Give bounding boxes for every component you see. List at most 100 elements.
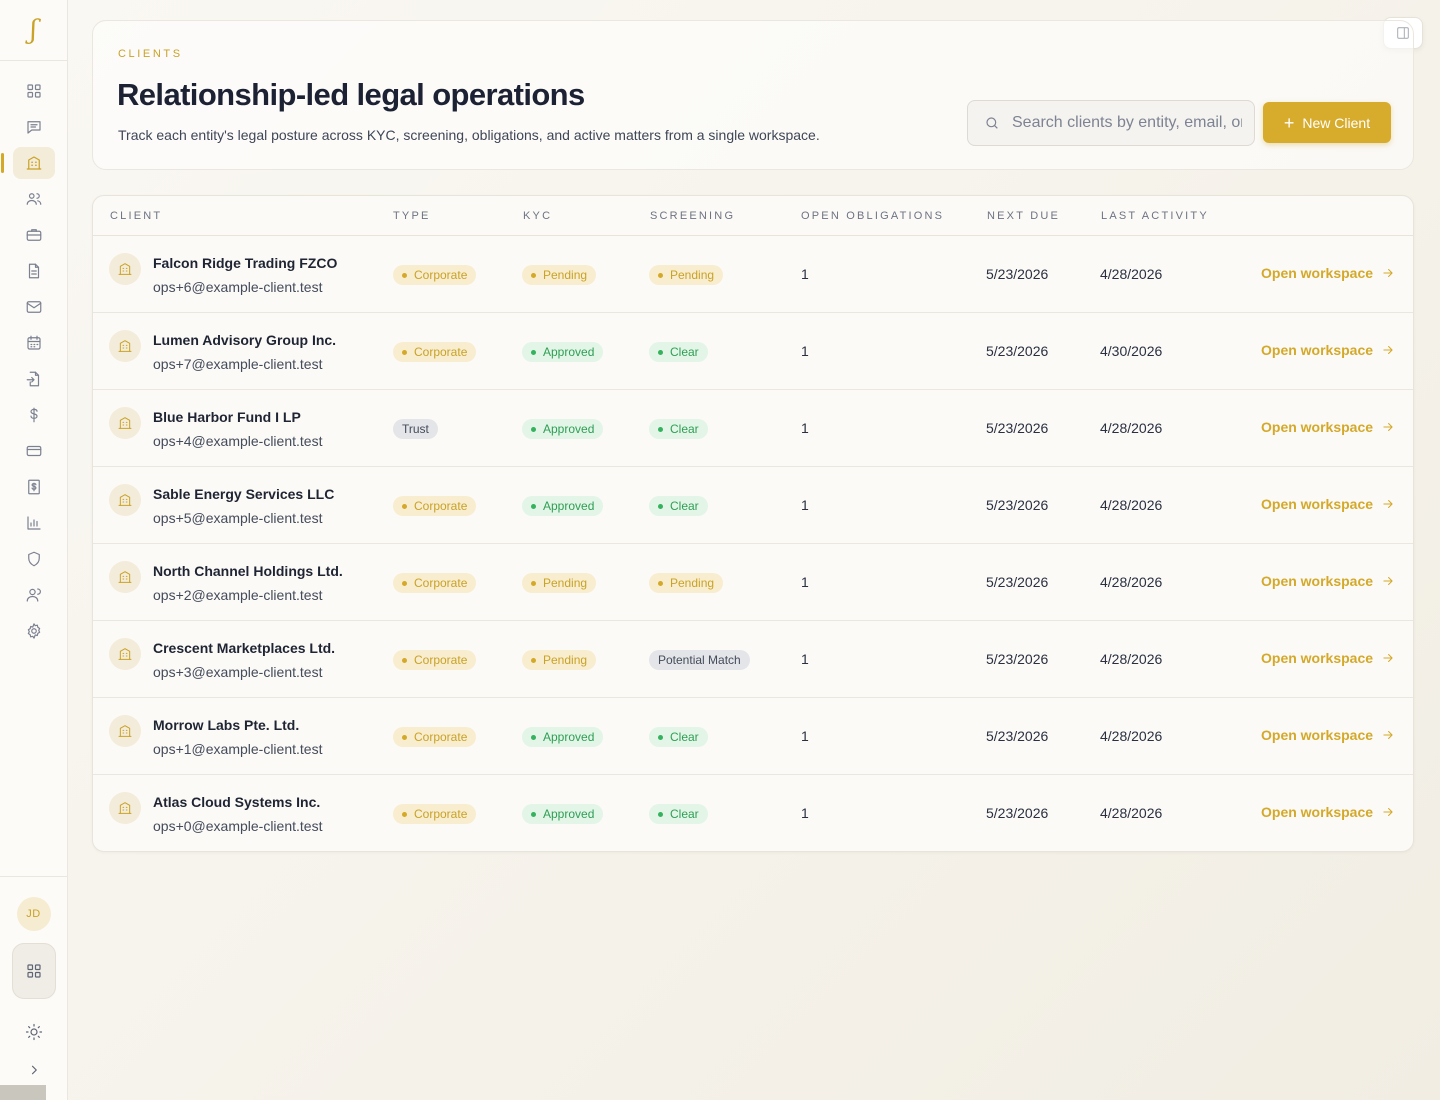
sun-icon (25, 1023, 42, 1041)
arrow-right-icon (1383, 807, 1393, 817)
table-row[interactable]: North Channel Holdings Ltd. ops+2@exampl… (93, 544, 1413, 621)
type-badge: Trust (393, 419, 438, 439)
sidebar-footer: JD (0, 876, 67, 1085)
client-name[interactable]: Crescent Marketplaces Ltd. (153, 640, 336, 656)
open-workspace-link[interactable]: Open workspace (1261, 727, 1395, 743)
briefcase-icon (26, 229, 42, 241)
building-icon (26, 156, 42, 170)
type-badge: Corporate (393, 573, 477, 593)
new-client-button[interactable]: + New Client (1263, 102, 1391, 143)
client-name[interactable]: Lumen Advisory Group Inc. (153, 332, 337, 348)
open-workspace-link[interactable]: Open workspace (1261, 342, 1395, 358)
client-email: ops+3@example-client.test (153, 664, 323, 680)
nav-calendar[interactable] (13, 327, 55, 359)
open-workspace-link[interactable]: Open workspace (1261, 419, 1395, 435)
expand-sidebar-button[interactable] (14, 1055, 54, 1085)
next-due-date: 5/23/2026 (986, 574, 1049, 590)
sidebar-nav (0, 61, 67, 647)
client-email: ops+0@example-client.test (153, 818, 323, 834)
next-due-date: 5/23/2026 (986, 497, 1049, 513)
open-workspace-label: Open workspace (1261, 650, 1374, 666)
open-obligations-count: 1 (801, 343, 809, 359)
nav-documents[interactable] (13, 255, 55, 287)
column-kyc[interactable]: KYC (523, 210, 553, 222)
nav-settings[interactable] (13, 615, 55, 647)
nav-payments[interactable] (13, 435, 55, 467)
open-workspace-link[interactable]: Open workspace (1261, 496, 1395, 512)
nav-mail[interactable] (13, 291, 55, 323)
app-logo[interactable]: ʃ (0, 0, 67, 61)
client-name[interactable]: North Channel Holdings Ltd. (153, 563, 343, 579)
nav-compliance[interactable] (13, 543, 55, 575)
settings-gear-icon (27, 623, 41, 639)
building-icon (109, 407, 141, 439)
nav-messages[interactable] (13, 111, 55, 143)
table-row[interactable]: Atlas Cloud Systems Inc. ops+0@example-c… (93, 775, 1413, 851)
column-type[interactable]: TYPE (393, 210, 431, 222)
nav-team[interactable] (13, 579, 55, 611)
nav-intake[interactable] (13, 363, 55, 395)
client-email: ops+1@example-client.test (153, 741, 323, 757)
horizontal-scrollbar[interactable] (0, 1085, 46, 1100)
next-due-date: 5/23/2026 (986, 343, 1049, 359)
type-badge: Corporate (393, 804, 477, 824)
kyc-status-badge: Approved (522, 496, 604, 516)
client-name[interactable]: Atlas Cloud Systems Inc. (153, 794, 321, 810)
building-icon (109, 792, 141, 824)
nav-invoices[interactable] (13, 471, 55, 503)
nav-clients[interactable] (1, 147, 55, 179)
type-badge: Corporate (393, 727, 477, 747)
column-screening[interactable]: SCREENING (650, 210, 736, 222)
open-obligations-count: 1 (801, 574, 809, 590)
table-row[interactable]: Sable Energy Services LLC ops+5@example-… (93, 467, 1413, 544)
apps-grid-icon (26, 964, 41, 978)
client-email: ops+7@example-client.test (153, 356, 323, 372)
table-row[interactable]: Falcon Ridge Trading FZCO ops+6@example-… (93, 236, 1413, 313)
column-last-activity[interactable]: LAST ACTIVITY (1101, 210, 1209, 222)
client-name[interactable]: Morrow Labs Pte. Ltd. (153, 717, 300, 733)
table-row[interactable]: Morrow Labs Pte. Ltd. ops+1@example-clie… (93, 698, 1413, 775)
building-icon (109, 638, 141, 670)
new-client-label: New Client (1302, 114, 1371, 131)
column-open-obligations[interactable]: OPEN OBLIGATIONS (801, 210, 945, 222)
type-badge: Corporate (393, 650, 477, 670)
open-workspace-link[interactable]: Open workspace (1261, 265, 1395, 281)
column-client[interactable]: CLIENT (110, 210, 163, 222)
client-name[interactable]: Sable Energy Services LLC (153, 486, 335, 502)
section-eyebrow: CLIENTS (118, 48, 183, 60)
user-avatar[interactable]: JD (16, 897, 51, 931)
search-icon (986, 117, 998, 129)
screening-status-badge: Clear (649, 804, 708, 824)
table-header: CLIENT TYPE KYC SCREENING OPEN OBLIGATIO… (93, 196, 1413, 236)
screening-status-badge: Clear (649, 496, 708, 516)
kyc-status-badge: Pending (522, 650, 597, 670)
open-workspace-link[interactable]: Open workspace (1261, 650, 1395, 666)
chevron-right-icon (31, 1065, 37, 1075)
kyc-status-badge: Pending (522, 573, 597, 593)
column-next-due[interactable]: NEXT DUE (987, 210, 1061, 222)
nav-people[interactable] (13, 183, 55, 215)
table-row[interactable]: Lumen Advisory Group Inc. ops+7@example-… (93, 313, 1413, 390)
table-row[interactable]: Blue Harbor Fund I LP ops+4@example-clie… (93, 390, 1413, 467)
open-workspace-link[interactable]: Open workspace (1261, 573, 1395, 589)
client-name[interactable]: Falcon Ridge Trading FZCO (153, 255, 338, 271)
nav-matters[interactable] (13, 219, 55, 251)
last-activity-date: 4/28/2026 (1100, 497, 1163, 513)
nav-billing[interactable] (13, 399, 55, 431)
open-workspace-link[interactable]: Open workspace (1261, 804, 1395, 820)
table-row[interactable]: Crescent Marketplaces Ltd. ops+3@example… (93, 621, 1413, 698)
last-activity-date: 4/28/2026 (1100, 728, 1163, 744)
screening-status-badge: Clear (649, 727, 708, 747)
next-due-date: 5/23/2026 (986, 651, 1049, 667)
nav-reports[interactable] (13, 507, 55, 539)
arrow-right-icon (1383, 653, 1393, 663)
client-name[interactable]: Blue Harbor Fund I LP (153, 409, 301, 425)
apps-switcher-button[interactable] (11, 943, 56, 999)
last-activity-date: 4/28/2026 (1100, 805, 1163, 821)
clients-table: CLIENT TYPE KYC SCREENING OPEN OBLIGATIO… (92, 195, 1414, 852)
client-search[interactable] (967, 100, 1255, 146)
file-text-icon (28, 263, 40, 279)
theme-toggle-button[interactable] (14, 1017, 54, 1047)
search-input[interactable] (1012, 114, 1242, 132)
nav-dashboard[interactable] (13, 75, 55, 107)
